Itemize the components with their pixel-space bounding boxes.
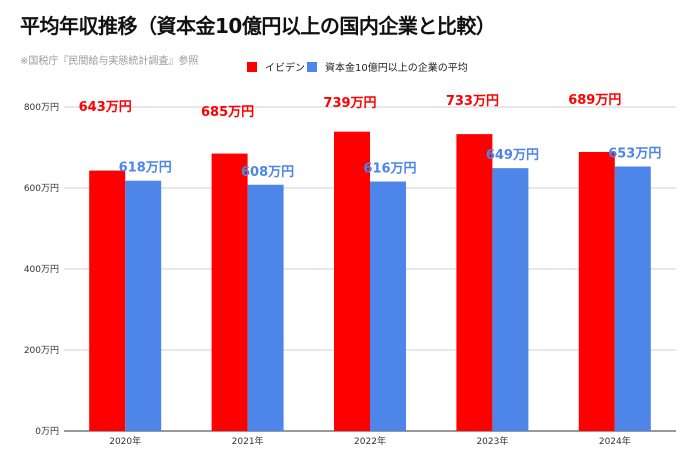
x-tick-label: 2023年 bbox=[476, 435, 508, 447]
legend-label-series-1: イビデン bbox=[265, 63, 305, 74]
legend-swatch-series-1 bbox=[247, 61, 257, 72]
bar bbox=[334, 131, 370, 431]
legend-item-series-2: 資本金10億円以上の企業の平均 bbox=[307, 59, 468, 74]
x-tick-label: 2022年 bbox=[354, 435, 386, 447]
data-label: 643万円 bbox=[79, 100, 132, 115]
bar bbox=[89, 170, 126, 431]
legend-swatch-series-2 bbox=[307, 61, 317, 72]
chart-title: 平均年収推移（資本金10億円以上の国内企業と比較） bbox=[20, 14, 496, 38]
y-tick-label: 400万円 bbox=[24, 264, 59, 275]
bar bbox=[614, 166, 651, 431]
data-label: 649万円 bbox=[486, 148, 539, 163]
data-label: 733万円 bbox=[446, 94, 499, 109]
bar bbox=[492, 168, 529, 431]
data-label: 685万円 bbox=[201, 105, 254, 120]
legend-item-series-1: イビデン bbox=[247, 59, 305, 74]
bar bbox=[370, 181, 406, 431]
legend-label-series-2: 資本金10億円以上の企業の平均 bbox=[325, 63, 468, 74]
bar bbox=[456, 134, 493, 431]
y-tick-label: 600万円 bbox=[24, 183, 59, 194]
x-tick-label: 2020年 bbox=[109, 435, 141, 447]
bar bbox=[247, 184, 284, 431]
y-tick-label: 800万円 bbox=[24, 102, 59, 113]
bar bbox=[125, 180, 162, 431]
data-label: 608万円 bbox=[241, 165, 294, 180]
y-tick-label: 200万円 bbox=[24, 345, 59, 356]
data-label: 616万円 bbox=[363, 162, 416, 177]
x-tick-label: 2021年 bbox=[232, 435, 264, 447]
data-label: 618万円 bbox=[119, 161, 172, 176]
data-label: 739万円 bbox=[323, 96, 376, 111]
bar bbox=[211, 153, 248, 431]
y-tick-label: 0万円 bbox=[35, 426, 59, 437]
bar bbox=[578, 151, 615, 431]
x-tick-label: 2024年 bbox=[599, 435, 631, 447]
data-label: 653万円 bbox=[608, 147, 661, 162]
data-label: 689万円 bbox=[568, 93, 621, 108]
chart-subtitle: ※国税庁『民間給与実態統計調査』参照 bbox=[20, 56, 199, 67]
